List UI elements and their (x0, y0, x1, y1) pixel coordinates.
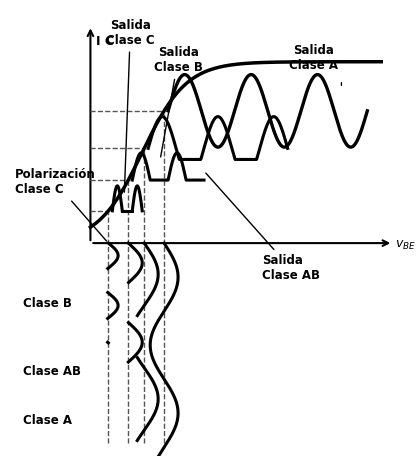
Text: Salida
Clase C: Salida Clase C (106, 18, 155, 192)
Text: Salida
Clase A: Salida Clase A (289, 44, 338, 72)
Text: Clase B: Clase B (23, 297, 71, 309)
Text: Clase A: Clase A (23, 414, 72, 427)
Text: $v_{BE}$: $v_{BE}$ (395, 239, 416, 252)
Text: Polarización
Clase C: Polarización Clase C (15, 168, 107, 241)
Text: Salida
Clase AB: Salida Clase AB (206, 173, 320, 282)
Text: I C: I C (97, 34, 114, 48)
Text: Salida
Clase B: Salida Clase B (154, 46, 202, 157)
Text: Clase AB: Clase AB (23, 364, 81, 378)
